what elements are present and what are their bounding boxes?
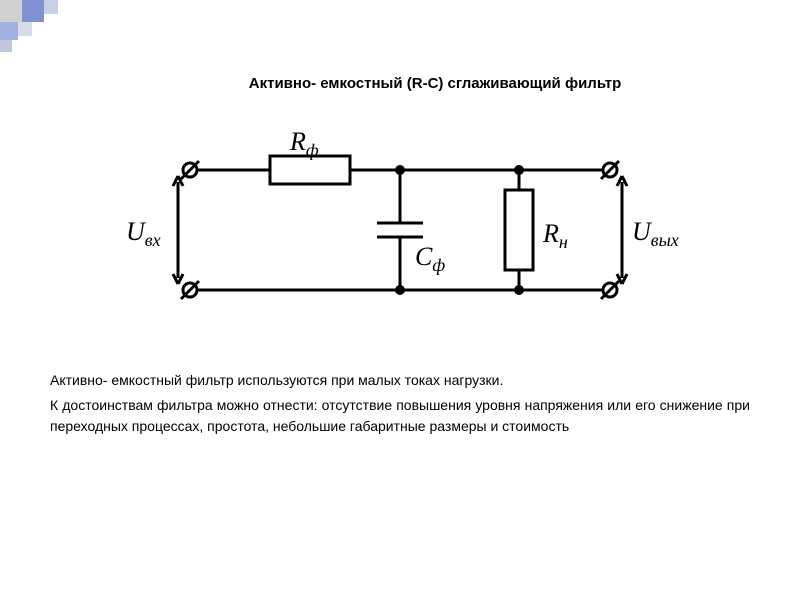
circuit-diagram: Rф Сф Rн Uвх Uвых <box>120 120 680 320</box>
svg-text:Uвых: Uвых <box>632 217 679 250</box>
svg-text:Rф: Rф <box>289 127 319 160</box>
corner-decoration <box>0 0 100 50</box>
body-text: Активно- емкостный фильтр используются п… <box>50 370 750 441</box>
svg-text:Сф: Сф <box>415 242 445 275</box>
page-title: Активно- емкостный (R-C) сглаживающий фи… <box>150 75 720 92</box>
svg-text:Rн: Rн <box>542 219 568 252</box>
svg-text:Uвх: Uвх <box>126 217 161 250</box>
